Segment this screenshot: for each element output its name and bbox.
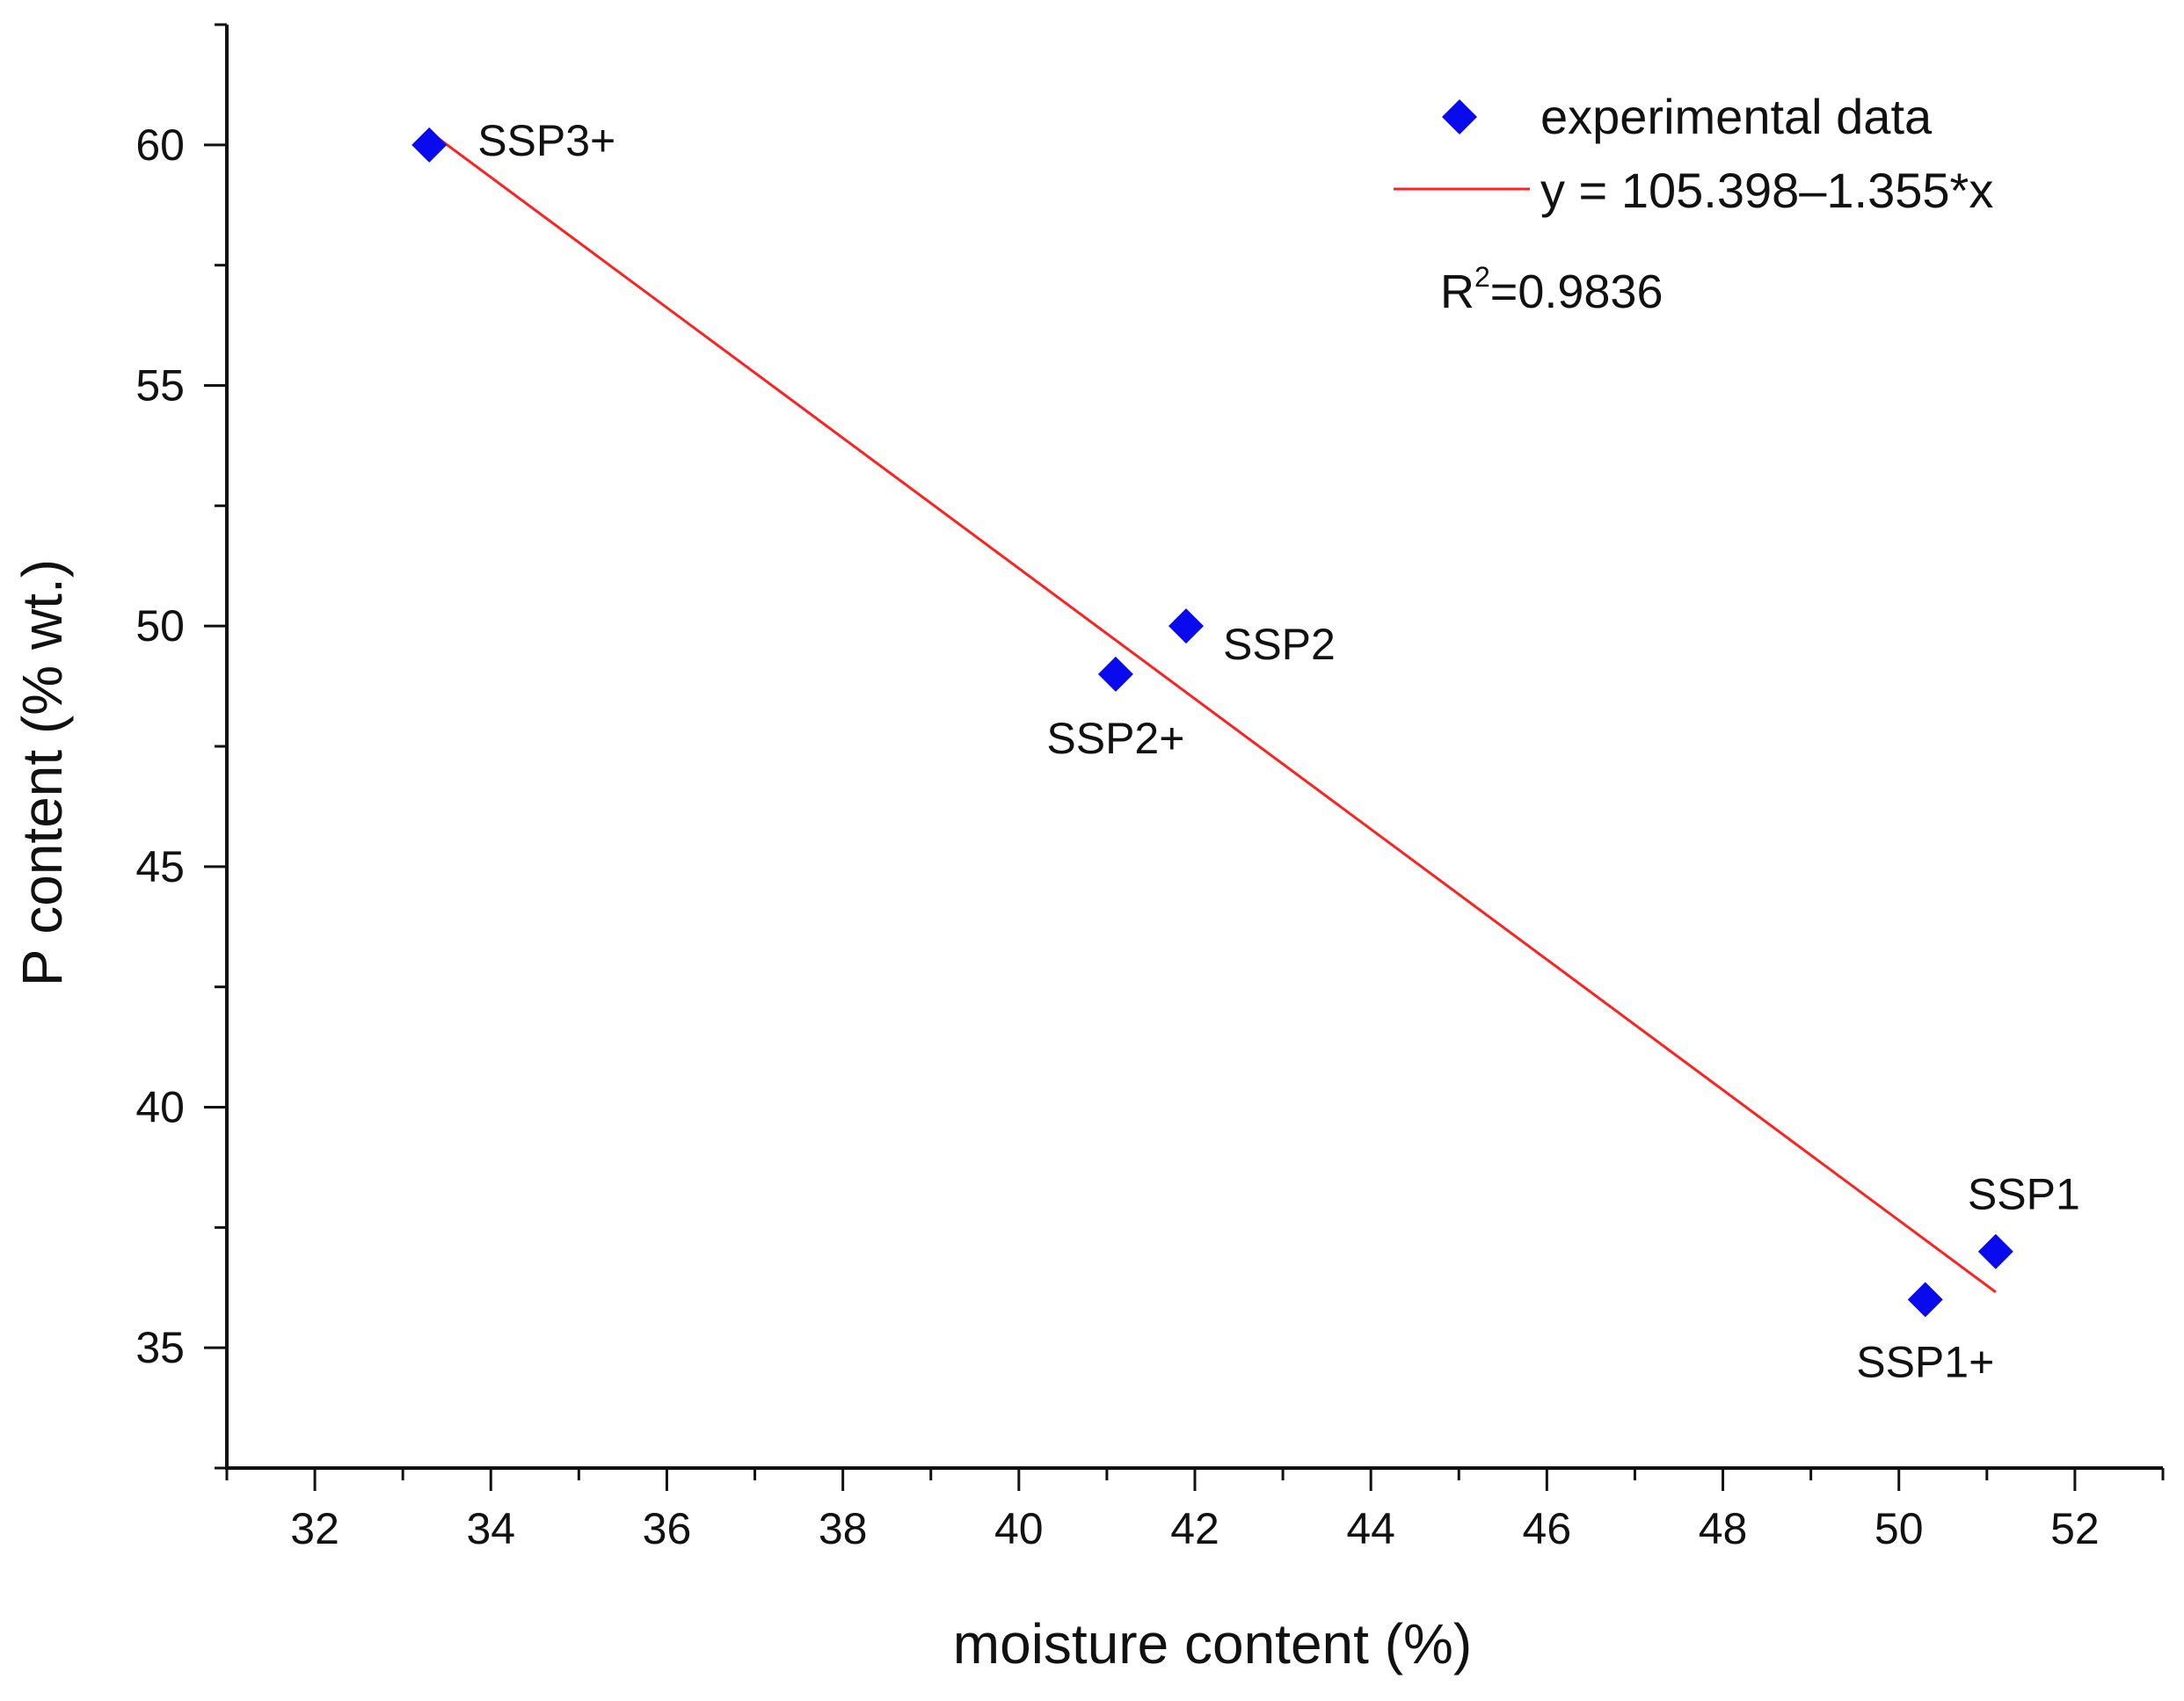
x-tick-label: 38 bbox=[819, 1504, 868, 1553]
y-tick-label: 35 bbox=[135, 1323, 185, 1372]
x-tick-label: 48 bbox=[1699, 1504, 1748, 1553]
data-point-diamond bbox=[1977, 1233, 2013, 1269]
x-tick-label: 42 bbox=[1170, 1504, 1219, 1553]
data-point-diamond bbox=[411, 127, 448, 163]
point-label: SSP1 bbox=[1968, 1170, 2080, 1219]
y-tick-label: 55 bbox=[135, 361, 185, 411]
fit-line bbox=[428, 130, 1997, 1294]
x-tick-label: 40 bbox=[994, 1504, 1044, 1553]
data-point-diamond bbox=[1907, 1282, 1943, 1318]
y-tick-label: 60 bbox=[135, 120, 185, 170]
point-label: SSP2 bbox=[1223, 620, 1336, 669]
x-tick-label: 36 bbox=[643, 1504, 692, 1553]
x-tick-label: 44 bbox=[1346, 1504, 1395, 1553]
x-tick-label: 50 bbox=[1875, 1504, 1924, 1553]
x-axis-ticks: 32 34 36 38 40 42 44 46 48 50 52 bbox=[225, 1468, 2165, 1553]
x-axis-title: moisture content (%) bbox=[953, 1612, 1472, 1676]
legend: experimental data y = 105.398–1.355*x R2… bbox=[1394, 89, 1993, 318]
y-tick-label: 50 bbox=[135, 601, 185, 651]
r2-superscript: 2 bbox=[1474, 261, 1490, 293]
data-point-diamond bbox=[1168, 608, 1204, 644]
x-tick-label: 34 bbox=[466, 1504, 515, 1553]
data-point-diamond bbox=[1097, 656, 1133, 692]
y-axis-ticks: 35 40 45 50 55 60 bbox=[135, 23, 227, 1470]
x-tick-label: 46 bbox=[1523, 1504, 1572, 1553]
x-tick-label: 52 bbox=[2050, 1504, 2100, 1553]
legend-diamond-marker bbox=[1442, 99, 1477, 134]
r2-value: =0.9836 bbox=[1490, 265, 1663, 318]
x-tick-label: 32 bbox=[290, 1504, 339, 1553]
legend-label-experimental: experimental data bbox=[1540, 89, 1933, 144]
data-points: SSP3+ SSP2 SSP2+ SSP1 SSP1+ bbox=[411, 116, 2080, 1386]
r2-prefix: R bbox=[1440, 265, 1474, 318]
point-label: SSP2+ bbox=[1046, 714, 1184, 763]
legend-label-fit-equation: y = 105.398–1.355*x bbox=[1540, 163, 1993, 218]
point-label: SSP3+ bbox=[477, 116, 615, 165]
y-tick-label: 45 bbox=[135, 842, 185, 891]
r-squared-annotation: R2=0.9836 bbox=[1440, 261, 1663, 318]
point-label: SSP1+ bbox=[1856, 1337, 1994, 1386]
y-axis-title: P content (% wt.) bbox=[11, 559, 74, 986]
y-tick-label: 40 bbox=[135, 1083, 185, 1132]
